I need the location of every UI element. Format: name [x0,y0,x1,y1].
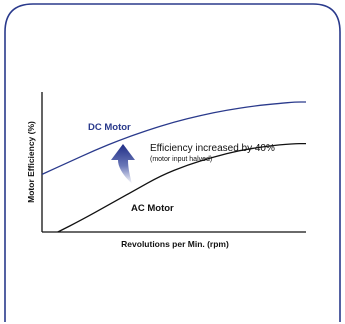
axes [41,92,306,233]
series-line-ac-motor [57,142,306,233]
card-frame [4,3,341,322]
x-axis-label: Revolutions per Min. (rpm) [121,239,229,249]
series-label-ac-motor: AC Motor [131,203,174,214]
series-label-dc-motor: DC Motor [88,122,131,133]
y-axis-label: Motor Efficiency (%) [26,121,36,203]
series-layer [41,101,306,233]
efficiency-increase-arrow [111,144,135,184]
annotation-main: Efficiency increased by 40% [150,143,275,154]
annotation-sub: (motor input halved) [150,156,212,163]
series-line-dc-motor [41,101,306,175]
